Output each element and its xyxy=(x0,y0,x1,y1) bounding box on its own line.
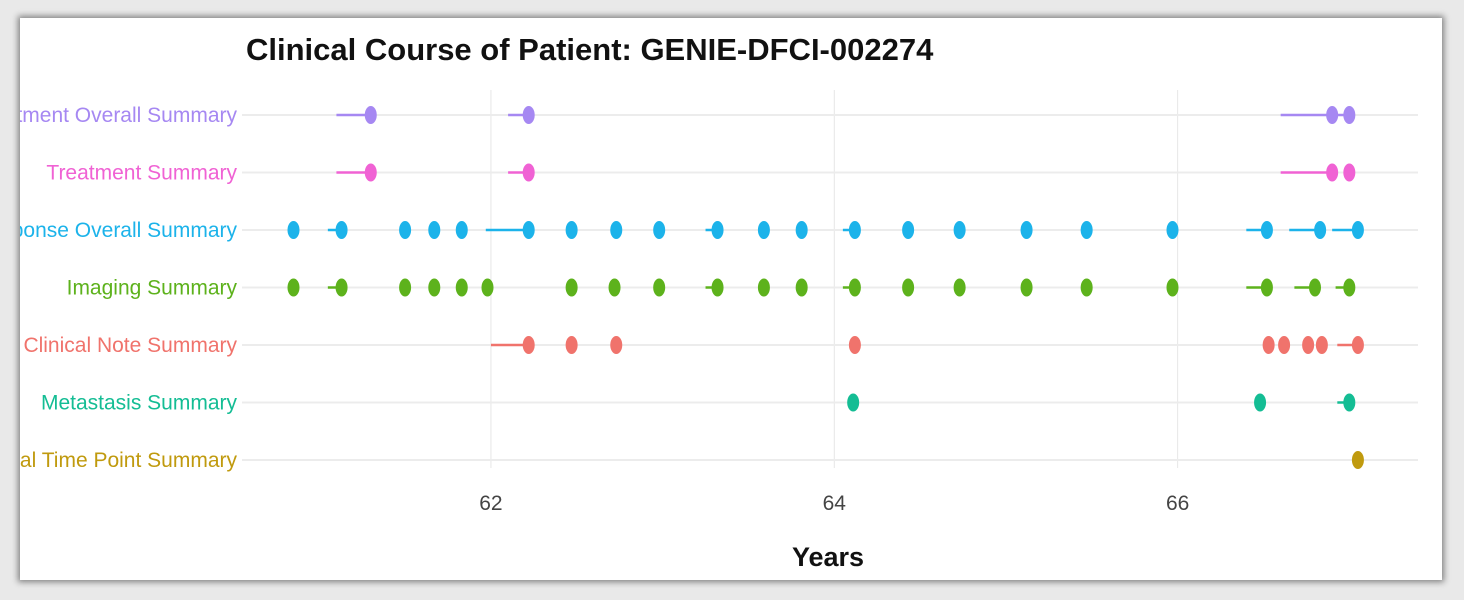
x-axis-label: Years xyxy=(792,542,864,572)
event-point[interactable] xyxy=(757,221,770,239)
event-point[interactable] xyxy=(1314,221,1327,239)
chart-title: Clinical Course of Patient: GENIE-DFCI-0… xyxy=(246,32,934,67)
event-point[interactable] xyxy=(399,221,412,239)
event-point[interactable] xyxy=(1308,278,1321,297)
event-point[interactable] xyxy=(795,221,808,239)
event-point[interactable] xyxy=(1254,393,1267,412)
event-point[interactable] xyxy=(335,278,348,297)
event-point[interactable] xyxy=(287,221,300,239)
x-tick-label: 66 xyxy=(1166,492,1189,515)
event-point[interactable] xyxy=(902,221,915,239)
x-tick-label: 64 xyxy=(823,492,847,515)
event-point[interactable] xyxy=(953,278,966,297)
event-point[interactable] xyxy=(610,336,623,354)
event-point[interactable] xyxy=(1166,221,1179,239)
event-point[interactable] xyxy=(399,278,412,297)
event-point[interactable] xyxy=(1080,278,1093,297)
series-rows: Treatment Overall Summary Treatment Summa… xyxy=(20,104,1418,472)
event-point[interactable] xyxy=(1326,106,1339,124)
event-point[interactable] xyxy=(795,278,808,297)
y-tick-label: Clinical Note Summary xyxy=(23,334,237,357)
event-point[interactable] xyxy=(522,221,535,239)
series-row: Metastasis Summary xyxy=(41,392,1418,415)
event-point[interactable] xyxy=(1343,278,1356,297)
series-row: Treatment Summary xyxy=(46,162,1418,185)
event-point[interactable] xyxy=(1020,278,1033,297)
y-tick-label: Treatment Summary xyxy=(46,162,237,185)
y-tick-label: Metastasis Summary xyxy=(41,392,238,415)
event-point[interactable] xyxy=(1166,278,1179,297)
event-point[interactable] xyxy=(428,278,441,297)
event-point[interactable] xyxy=(757,278,770,297)
event-point[interactable] xyxy=(711,221,724,239)
event-point[interactable] xyxy=(1351,336,1364,354)
event-point[interactable] xyxy=(1326,163,1339,182)
event-point[interactable] xyxy=(653,221,666,239)
series-row: Imaging Summary xyxy=(67,277,1418,300)
event-point[interactable] xyxy=(1262,336,1275,354)
event-point[interactable] xyxy=(364,106,377,124)
event-point[interactable] xyxy=(364,163,377,182)
grid-lines xyxy=(490,90,1179,468)
series-row: Clinical Time Point Summary xyxy=(20,449,1418,472)
event-point[interactable] xyxy=(1343,163,1356,182)
event-point[interactable] xyxy=(455,278,468,297)
series-row: Response Overall Summary xyxy=(20,219,1418,242)
event-point[interactable] xyxy=(522,163,535,182)
event-point[interactable] xyxy=(335,221,348,239)
series-row: Treatment Overall Summary xyxy=(20,104,1418,127)
event-point[interactable] xyxy=(1343,106,1356,124)
event-point[interactable] xyxy=(1260,221,1273,239)
event-point[interactable] xyxy=(455,221,468,239)
event-point[interactable] xyxy=(565,336,578,354)
event-point[interactable] xyxy=(1020,221,1033,239)
event-point[interactable] xyxy=(1260,278,1273,297)
event-point[interactable] xyxy=(848,336,861,354)
event-point[interactable] xyxy=(522,336,535,354)
y-tick-label: Treatment Overall Summary xyxy=(20,104,237,127)
event-point[interactable] xyxy=(1351,221,1364,239)
event-point[interactable] xyxy=(287,278,300,297)
x-tick-labels: 62 64 66 xyxy=(479,492,1189,515)
event-point[interactable] xyxy=(481,278,494,297)
event-point[interactable] xyxy=(1080,221,1093,239)
x-tick-label: 62 xyxy=(479,492,502,515)
event-point[interactable] xyxy=(1351,451,1364,469)
event-point[interactable] xyxy=(565,221,578,239)
event-point[interactable] xyxy=(848,221,861,239)
event-point[interactable] xyxy=(1302,336,1315,354)
timeline-chart: Clinical Course of Patient: GENIE-DFCI-0… xyxy=(20,32,1418,572)
event-point[interactable] xyxy=(1315,336,1328,354)
event-point[interactable] xyxy=(428,221,441,239)
y-tick-label: Response Overall Summary xyxy=(20,219,237,242)
series-row: Clinical Note Summary xyxy=(23,334,1418,357)
event-point[interactable] xyxy=(953,221,966,239)
event-point[interactable] xyxy=(1343,393,1356,412)
event-point[interactable] xyxy=(608,278,621,297)
event-point[interactable] xyxy=(653,278,666,297)
event-point[interactable] xyxy=(847,393,860,412)
event-point[interactable] xyxy=(565,278,578,297)
event-point[interactable] xyxy=(902,278,915,297)
event-point[interactable] xyxy=(610,221,623,239)
chart-frame: Clinical Course of Patient: GENIE-DFCI-0… xyxy=(20,18,1442,580)
y-tick-label: Clinical Time Point Summary xyxy=(20,449,238,472)
y-tick-label: Imaging Summary xyxy=(67,277,238,300)
event-point[interactable] xyxy=(522,106,535,124)
event-point[interactable] xyxy=(848,278,861,297)
event-point[interactable] xyxy=(711,278,724,297)
event-point[interactable] xyxy=(1278,336,1291,354)
